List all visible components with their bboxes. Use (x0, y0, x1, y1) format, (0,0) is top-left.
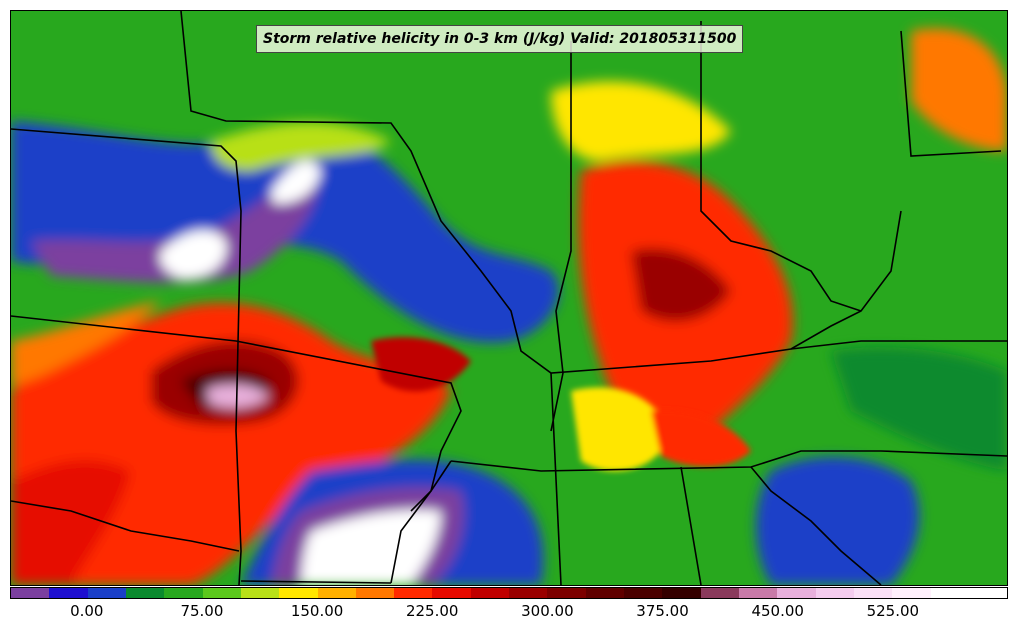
boundary-path (240, 580, 392, 584)
colorbar-segment (317, 588, 356, 598)
colorbar-segment (394, 588, 433, 598)
yellow-ring-east-central (551, 81, 731, 161)
colorbar-segment (662, 588, 701, 598)
darkred-south-central-north (371, 337, 471, 392)
boundary-path (550, 41, 572, 432)
white-core-northwest (159, 230, 227, 280)
colorbar-segment (240, 588, 280, 598)
colorbar-segment (968, 588, 1008, 598)
colorbar-tick-label: 225.00 (405, 602, 459, 620)
boundary-path (750, 466, 882, 585)
white-core-north (271, 160, 321, 204)
colorbar-segment (815, 588, 854, 598)
map-panel: Storm relative helicity in 0-3 km (J/kg)… (10, 10, 1008, 586)
colorbar-segment (202, 588, 241, 598)
boundary-path (390, 460, 452, 584)
helicity-contour-map (11, 11, 1007, 585)
high-helicity-southwest (11, 302, 451, 585)
colorbar-tick-label: 300.00 (521, 602, 574, 620)
colorbar-segment (585, 588, 624, 598)
colorbar-segment (279, 588, 318, 598)
colorbar-tick-label: 375.00 (636, 602, 689, 620)
boundary-path (550, 372, 562, 585)
field-details (371, 337, 751, 471)
boundary-path (11, 500, 240, 552)
map-title: Storm relative helicity in 0-3 km (J/kg)… (263, 31, 737, 47)
colorbar-segment (87, 588, 126, 598)
colorbar-segment (853, 588, 893, 598)
red-midsouth (651, 410, 751, 467)
colorbar-segment (777, 588, 816, 598)
blue-southeast (756, 457, 920, 585)
yellow-midsouth (571, 387, 671, 471)
yellow-green-north (211, 122, 391, 171)
colorbar-segment (432, 588, 471, 598)
colorbar-segment (892, 588, 931, 598)
colorbar-segment (624, 588, 663, 598)
colorbar-tick-label: 0.00 (70, 602, 104, 620)
boundary-path (790, 340, 1007, 350)
colorbar (10, 587, 1008, 599)
boundary-path (900, 30, 1002, 157)
boundary-path (450, 450, 1007, 472)
colorbar-tick-labels: 0.00 75.00 150.00 225.00 300.00 375.00 450.00 5… (10, 602, 1008, 626)
colorbar-tick-label: 525.00 (866, 602, 920, 620)
field-contours (11, 28, 1007, 585)
colorbar-segment (49, 588, 88, 598)
orange-ring-southwest (11, 301, 161, 386)
map-title-box: Storm relative helicity in 0-3 km (J/kg)… (256, 25, 744, 53)
colorbar-segment (930, 588, 969, 598)
colorbar-segment (738, 588, 778, 598)
purple-band-northwest (31, 161, 318, 283)
colorbar-segment (355, 588, 395, 598)
colorbar-segment (547, 588, 586, 598)
darkred-core-east-central (631, 248, 731, 322)
colorbar-tick-label: 450.00 (751, 602, 804, 620)
colorbar-tick-label: 75.00 (180, 602, 224, 620)
colorbar-segment (164, 588, 203, 598)
red-northeast (911, 28, 1007, 151)
boundary-path (180, 11, 902, 374)
colorbar-tick-label: 150.00 (290, 602, 344, 620)
state-boundaries (11, 11, 1007, 585)
red-southwest-lower (11, 460, 131, 585)
boundary-path (11, 128, 242, 585)
green-southeast (831, 347, 1007, 471)
colorbar-segment (11, 588, 50, 598)
colorbar-segment (700, 588, 739, 598)
colorbar-segment (125, 588, 165, 598)
colorbar-segment (509, 588, 548, 598)
white-south-central (301, 509, 441, 585)
boundary-path (680, 466, 702, 585)
boundary-path (700, 21, 862, 312)
colorbar-segment (470, 588, 510, 598)
